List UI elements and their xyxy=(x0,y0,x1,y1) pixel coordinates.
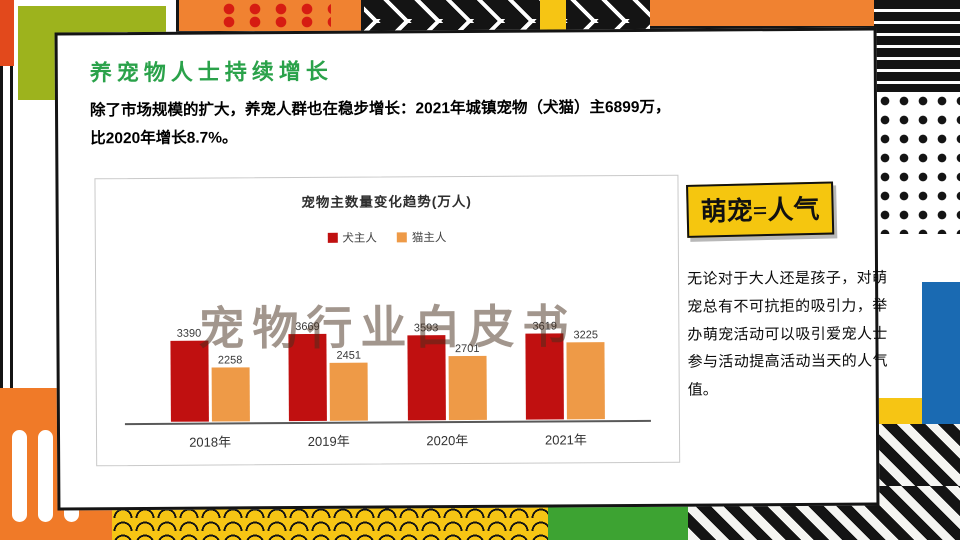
deco-left-lines xyxy=(0,66,16,388)
bar-group: 3669 2451 2019年 xyxy=(288,320,369,450)
deco-white-pill xyxy=(12,430,27,522)
note-text: 无论对于大人还是孩子，对萌宠总有不可抗拒的吸引力，举办萌宠活动可以吸引爱宠人士参… xyxy=(687,270,888,399)
bar-value-label: 3669 xyxy=(295,320,320,334)
chart-panel: 宠物主数量变化趋势(万人) 犬主人 猫主人 3390 2258 2018年 3669 24… xyxy=(94,174,681,467)
deco-orange-dotted-block xyxy=(176,0,364,34)
bar-value-label: 3593 xyxy=(413,322,439,335)
bar-value-label: 3390 xyxy=(176,327,202,340)
highlight-badge: 萌宠=人气 xyxy=(686,181,835,238)
deco-yellow-patch xyxy=(876,398,922,428)
category-label: 2021年 xyxy=(544,432,587,448)
bar-group: 3593 2701 2020年 xyxy=(407,322,487,449)
bar-猫主人 xyxy=(448,355,487,421)
bar-犬主人 xyxy=(288,333,328,422)
bar-group: 3390 2258 2018年 xyxy=(170,327,250,450)
deco-diagonal-stripes-corner xyxy=(874,424,960,486)
legend-swatch xyxy=(327,232,338,243)
body-line-1: 除了市场规模的扩大，养宠人群也在稳步增长：2021年城镇宠物（犬猫）主6899万… xyxy=(89,98,671,120)
deco-red-strip xyxy=(0,0,14,66)
bar-猫主人 xyxy=(211,367,250,422)
bar-value-label: 2451 xyxy=(336,349,361,362)
bar-value-label: 3225 xyxy=(573,329,599,342)
deco-white-pill xyxy=(38,430,53,522)
slide-body: 除了市场规模的扩大，养宠人群也在稳步增长：2021年城镇宠物（犬猫）主6899万… xyxy=(90,93,820,153)
bar-猫主人 xyxy=(329,362,369,421)
legend-swatch xyxy=(396,232,407,243)
body-line-2: 比2020年增长8.7%。 xyxy=(90,129,238,148)
deco-wave-corner xyxy=(874,0,960,92)
chart-title: 宠物主数量变化趋势(万人) xyxy=(301,193,472,211)
bar-犬主人 xyxy=(525,333,565,420)
bar-value-label: 2258 xyxy=(217,354,243,367)
bar-犬主人 xyxy=(170,340,209,422)
bar-value-label: 3619 xyxy=(532,320,557,333)
category-label: 2020年 xyxy=(426,432,469,449)
legend-label: 犬主人 xyxy=(342,232,377,245)
chart-plot: 3390 2258 2018年 3669 2451 2019年 3593 2701 2020年 3… xyxy=(130,319,645,451)
category-label: 2019年 xyxy=(307,433,350,449)
content-card: 养宠物人士持续增长 除了市场规模的扩大，养宠人群也在稳步增长：2021年城镇宠物… xyxy=(54,27,888,511)
legend-item: 猫主人 xyxy=(396,229,447,245)
legend-label: 猫主人 xyxy=(411,232,447,245)
bar-value-label: 2701 xyxy=(454,342,480,356)
deco-halftone-dots xyxy=(876,92,960,234)
legend-item: 犬主人 xyxy=(327,230,377,246)
chart-legend: 犬主人 猫主人 xyxy=(96,228,678,248)
bar-group: 3619 3225 2021年 xyxy=(525,320,606,448)
deco-blue-block xyxy=(922,282,960,430)
slide-title: 养宠物人士持续增长 xyxy=(89,58,333,86)
category-label: 2018年 xyxy=(189,434,232,450)
bar-猫主人 xyxy=(566,342,606,420)
bar-犬主人 xyxy=(407,335,446,421)
deco-orange-strip xyxy=(650,0,876,29)
sidebar-note: 萌宠=人气 无论对于大人还是孩子，对萌宠总有不可抗拒的吸引力，举办萌宠活动可以吸… xyxy=(686,181,889,405)
